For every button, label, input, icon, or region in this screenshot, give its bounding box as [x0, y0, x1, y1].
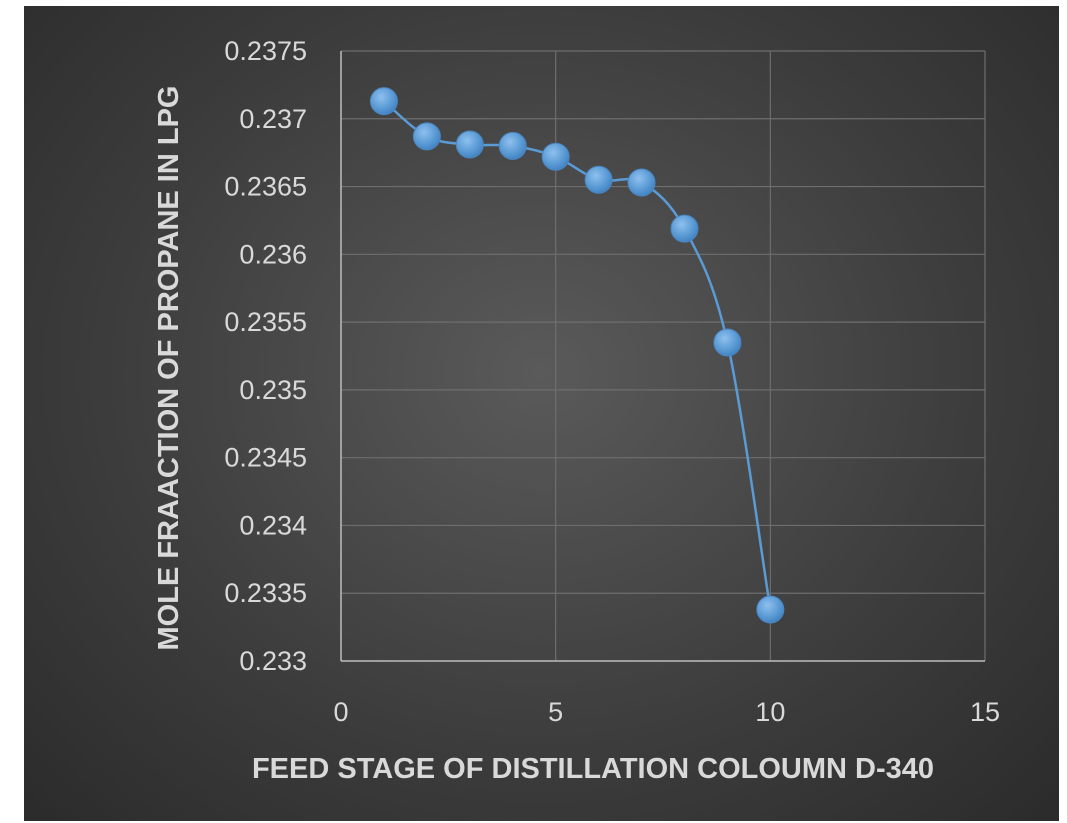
data-point [670, 214, 699, 243]
grid-lines [341, 50, 986, 661]
y-tick-label: 0.235 [239, 375, 307, 405]
data-point [584, 165, 613, 194]
series-line [383, 100, 772, 610]
x-tick-label: 0 [333, 697, 348, 727]
y-tick-label: 0.236 [239, 239, 307, 269]
x-tick-labels: 0 5 10 15 [333, 697, 1000, 727]
data-point [627, 168, 656, 197]
data-point [713, 328, 742, 357]
y-axis-title: MOLE FRAACTION OF PROPANE IN LPG [153, 86, 185, 651]
y-tick-label: 0.233 [239, 646, 307, 676]
data-point [498, 131, 527, 160]
axes [340, 51, 985, 662]
data-point [756, 595, 785, 624]
data-series [369, 87, 785, 624]
data-point [455, 130, 484, 159]
y-tick-label: 0.2345 [224, 443, 307, 473]
x-axis-title: FEED STAGE OF DISTILLATION COLOUMN D-340 [252, 753, 934, 785]
x-tick-label: 10 [755, 697, 785, 727]
data-point [412, 122, 441, 151]
y-tick-label: 0.2375 [224, 36, 307, 66]
y-tick-label: 0.2355 [224, 307, 307, 337]
x-tick-label: 5 [548, 697, 563, 727]
y-tick-label: 0.2365 [224, 172, 307, 202]
y-tick-label: 0.237 [239, 104, 307, 134]
data-point [369, 87, 398, 116]
chart-area [24, 6, 1059, 821]
data-point [541, 142, 570, 171]
y-tick-labels: 0.233 0.2335 0.234 0.2345 0.235 0.2355 0.236 0.… [224, 36, 307, 676]
y-tick-label: 0.234 [239, 510, 307, 540]
y-tick-label: 0.2335 [224, 578, 307, 608]
x-tick-label: 15 [970, 697, 1000, 727]
